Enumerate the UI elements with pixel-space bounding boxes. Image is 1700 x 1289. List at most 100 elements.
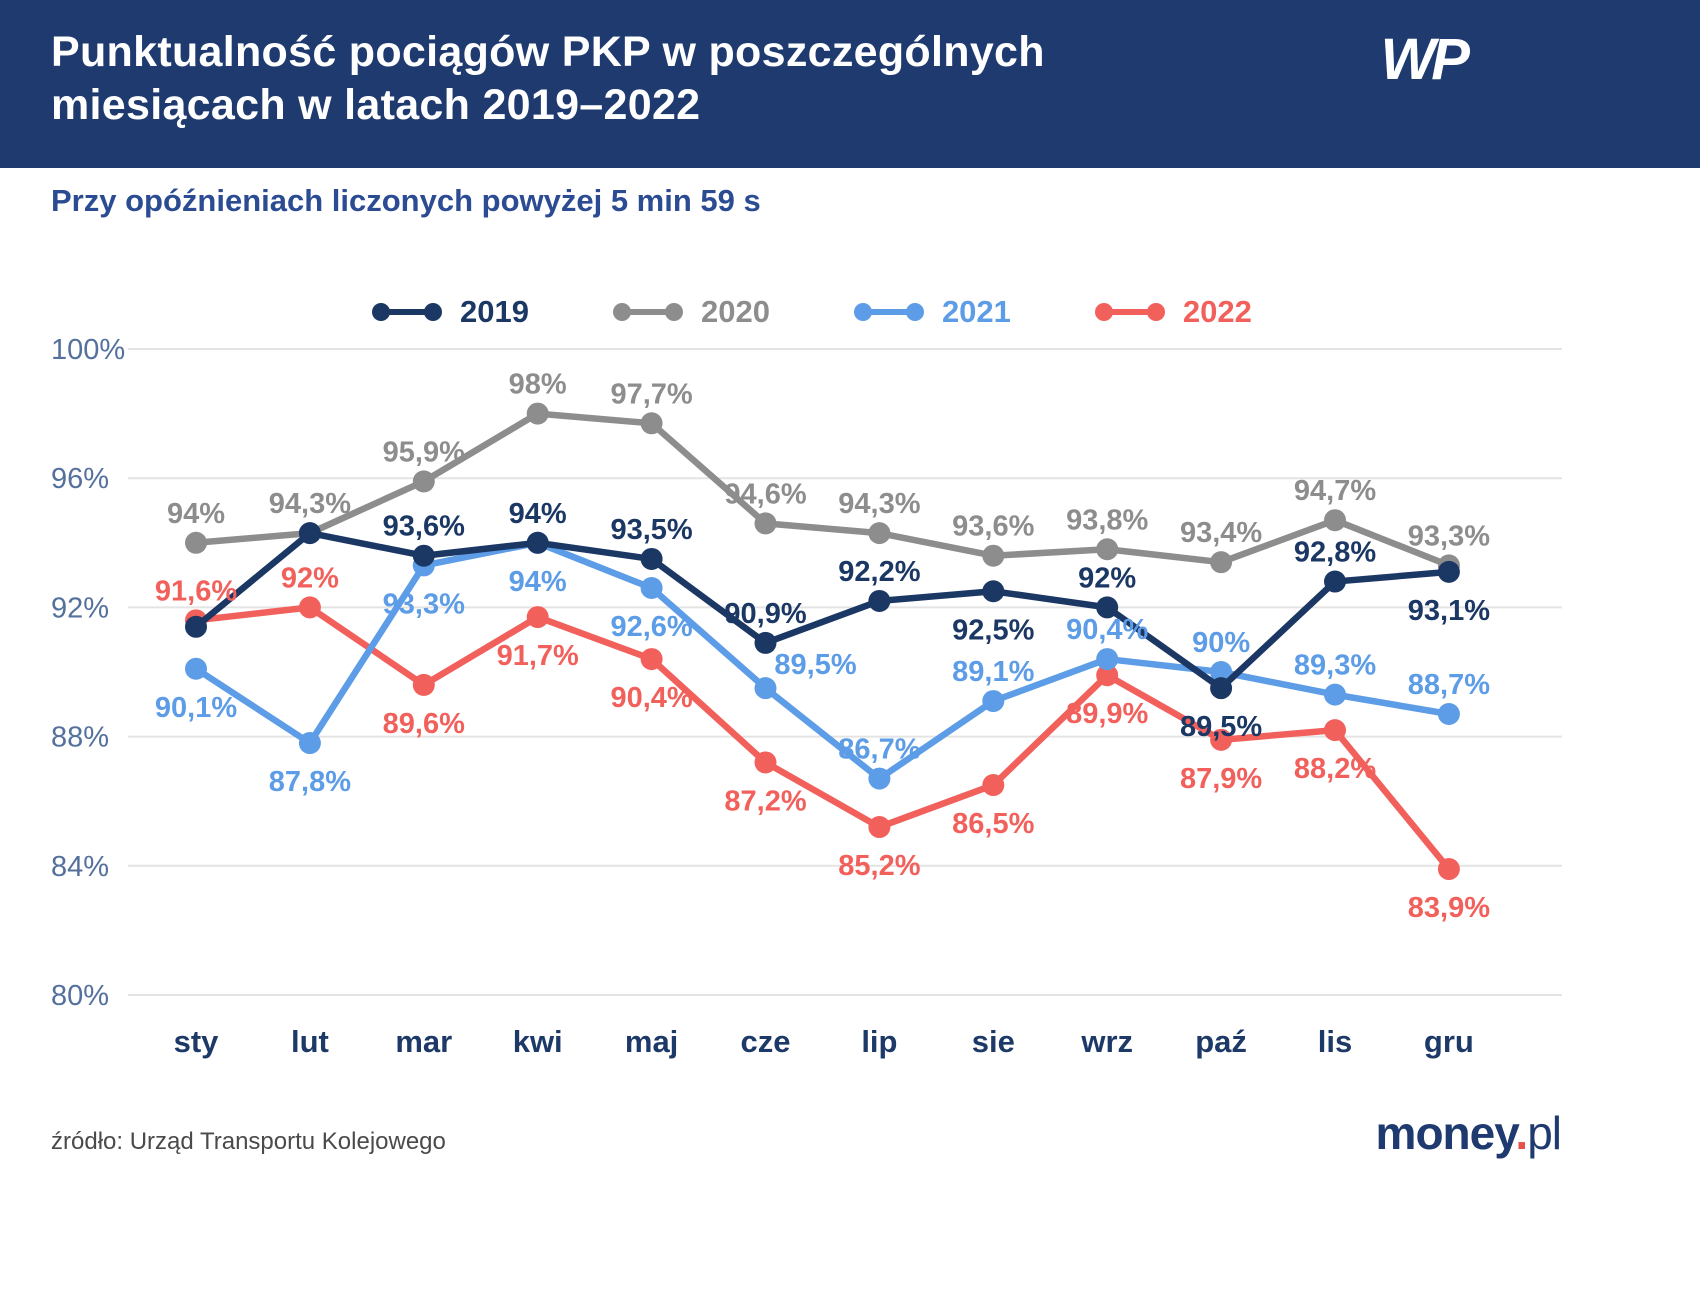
legend-label-2021: 2021 bbox=[941, 294, 1011, 329]
page-title: Punktualność pociągów PKP w poszczególny… bbox=[51, 26, 1045, 132]
data-point-2022-paź bbox=[1210, 728, 1233, 751]
point-label-2022-gru: 83,9% bbox=[1408, 892, 1490, 924]
point-label-2019-lis: 92,8% bbox=[1294, 537, 1376, 569]
point-label-2021-lis: 89,3% bbox=[1294, 650, 1376, 682]
header-banner: Punktualność pociągów PKP w poszczególny… bbox=[0, 0, 1700, 168]
legend-item-2021: 2021 bbox=[852, 294, 1011, 330]
legend-label-2020: 2020 bbox=[700, 294, 770, 329]
data-point-2021-paź bbox=[1210, 661, 1233, 683]
legend-item-2019: 2019 bbox=[370, 294, 529, 330]
point-label-2019-mar: 93,6% bbox=[383, 511, 465, 543]
chart-subtitle: Przy opóźnieniach liczonych powyżej 5 mi… bbox=[51, 183, 761, 218]
x-axis-label-sie: sie bbox=[972, 1024, 1015, 1059]
data-point-2020-lip bbox=[868, 522, 891, 545]
moneypl-logo-dot: . bbox=[1515, 1107, 1528, 1159]
moneypl-logo: money.pl bbox=[1375, 1106, 1562, 1160]
y-axis-label: 96% bbox=[51, 463, 109, 495]
point-label-2020-lut: 94,3% bbox=[269, 488, 351, 520]
data-point-2019-paź bbox=[1210, 677, 1233, 700]
point-label-2021-sie: 89,1% bbox=[952, 656, 1034, 688]
x-axis-label-paź: paź bbox=[1195, 1024, 1247, 1059]
x-axis-label-cze: cze bbox=[741, 1024, 791, 1059]
data-point-2022-lip bbox=[868, 816, 891, 839]
point-label-2020-kwi: 98% bbox=[509, 369, 567, 401]
x-axis-label-sty: sty bbox=[174, 1024, 220, 1059]
point-label-2021-lut: 87,8% bbox=[269, 766, 351, 798]
point-label-2021-gru: 88,7% bbox=[1408, 669, 1490, 701]
data-point-2022-mar bbox=[412, 673, 435, 696]
point-label-2020-sty: 94% bbox=[167, 498, 225, 530]
data-point-2021-mar bbox=[412, 554, 435, 577]
data-point-2022-cze bbox=[754, 751, 777, 774]
point-label-2020-sie: 93,6% bbox=[952, 511, 1034, 543]
point-label-2019-sie: 92,5% bbox=[952, 614, 1034, 646]
data-point-2022-kwi bbox=[526, 606, 549, 629]
data-point-2022-wrz bbox=[1096, 664, 1119, 687]
data-point-2020-paź bbox=[1210, 551, 1233, 574]
data-point-2021-lis bbox=[1324, 683, 1346, 706]
point-label-2022-lut: 92% bbox=[281, 562, 339, 594]
data-point-2021-maj bbox=[640, 577, 663, 600]
data-point-2022-maj bbox=[640, 648, 663, 671]
point-label-2021-sty: 90,1% bbox=[155, 692, 237, 724]
point-label-2020-wrz: 93,8% bbox=[1066, 504, 1148, 536]
point-label-2022-sie: 86,5% bbox=[952, 808, 1034, 840]
series-line-2020 bbox=[192, 410, 1453, 569]
point-label-2022-mar: 89,6% bbox=[383, 708, 465, 740]
data-point-2020-wrz bbox=[1096, 538, 1119, 561]
point-label-2022-lip: 85,2% bbox=[838, 850, 920, 882]
data-point-2021-lut bbox=[298, 732, 321, 755]
point-label-2022-kwi: 91,7% bbox=[497, 640, 579, 672]
x-axis-label-kwi: kwi bbox=[513, 1024, 563, 1059]
data-point-2020-sty bbox=[185, 531, 207, 554]
data-point-2019-lis bbox=[1324, 570, 1346, 593]
series-line-2022 bbox=[192, 604, 1453, 873]
page-title-line1: Punktualność pociągów PKP w poszczególny… bbox=[51, 28, 1045, 76]
point-label-2021-lip: 86,7% bbox=[838, 734, 920, 766]
data-point-2019-kwi bbox=[526, 531, 549, 554]
page-title-line2: miesiącach w latach 2019–2022 bbox=[51, 81, 701, 129]
legend-item-2022: 2022 bbox=[1093, 294, 1252, 330]
data-point-2021-lip bbox=[868, 767, 891, 790]
legend-label-2019: 2019 bbox=[460, 294, 529, 329]
moneypl-logo-pl: pl bbox=[1527, 1107, 1562, 1159]
data-point-2019-sie bbox=[982, 580, 1005, 603]
point-label-2020-gru: 93,3% bbox=[1408, 520, 1490, 552]
point-label-2019-gru: 93,1% bbox=[1408, 595, 1490, 627]
data-point-2021-kwi bbox=[526, 531, 549, 554]
legend-marker-2020 bbox=[612, 303, 683, 321]
legend-marker-2021 bbox=[853, 303, 924, 321]
data-point-2020-mar bbox=[412, 470, 435, 493]
point-label-2021-wrz: 90,4% bbox=[1066, 614, 1148, 646]
point-label-2021-paź: 90% bbox=[1192, 627, 1250, 659]
point-label-2020-cze: 94,6% bbox=[724, 478, 806, 510]
data-point-2019-wrz bbox=[1096, 596, 1119, 619]
point-label-2020-maj: 97,7% bbox=[610, 378, 692, 410]
point-label-2019-lip: 92,2% bbox=[838, 556, 920, 588]
x-axis-label-gru: gru bbox=[1424, 1024, 1474, 1059]
point-label-2019-paź: 89,5% bbox=[1180, 711, 1262, 743]
data-point-2022-gru bbox=[1437, 858, 1460, 881]
data-point-2022-sty bbox=[185, 609, 207, 632]
data-point-2019-gru bbox=[1437, 560, 1460, 583]
point-label-2021-cze: 89,5% bbox=[774, 649, 856, 681]
point-label-2022-maj: 90,4% bbox=[610, 682, 692, 714]
moneypl-logo-money: money bbox=[1375, 1107, 1517, 1159]
y-axis-label: 100% bbox=[51, 334, 125, 366]
data-point-2021-gru bbox=[1437, 702, 1460, 725]
y-axis-label: 80% bbox=[51, 980, 109, 1012]
x-axis-label-lut: lut bbox=[291, 1024, 329, 1059]
point-label-2022-wrz: 89,9% bbox=[1066, 698, 1148, 730]
x-axis-label-lis: lis bbox=[1318, 1024, 1352, 1059]
data-point-2020-gru bbox=[1437, 554, 1460, 577]
data-point-2021-wrz bbox=[1096, 648, 1119, 671]
point-label-2019-kwi: 94% bbox=[509, 498, 567, 530]
data-point-2020-kwi bbox=[526, 402, 549, 425]
wp-logo: WP bbox=[1380, 27, 1470, 92]
point-label-2022-paź: 87,9% bbox=[1180, 763, 1262, 795]
series-line-2021 bbox=[192, 539, 1453, 782]
data-point-2019-sty bbox=[185, 615, 207, 638]
data-point-2019-lip bbox=[868, 589, 891, 612]
x-axis-label-mar: mar bbox=[395, 1024, 452, 1059]
chart-legend: 2019 2020 2021 2022 bbox=[370, 294, 1252, 330]
